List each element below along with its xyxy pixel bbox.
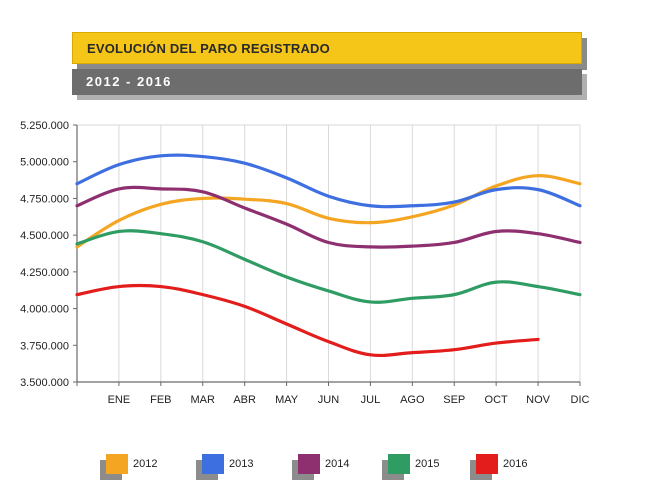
legend-label: 2012: [133, 458, 158, 470]
series-line-2014: [75, 185, 582, 249]
subtitle-bar: 2012 - 2016: [72, 69, 582, 95]
x-tick-label: MAY: [275, 394, 299, 406]
x-tick-label: JUL: [361, 394, 381, 406]
x-tick-labels: ENE FEB MAR ABR MAY JUN JUL AGO SEP OCT NOV DIC: [108, 394, 590, 406]
y-tick-label: 4.750.000: [20, 193, 69, 205]
chart-subtitle: 2012 - 2016: [86, 74, 172, 89]
y-tick-labels: 3.500.000 3.750.000 4.000.000 4.250.000 4.50…: [20, 120, 69, 389]
y-tick-label: 5.250.000: [20, 120, 69, 132]
x-tick-label: SEP: [443, 394, 465, 406]
legend-swatch: [476, 454, 498, 474]
line-chart: 3.500.000 3.750.000 4.000.000 4.250.000 4.50…: [20, 120, 590, 406]
x-tick-label: OCT: [485, 394, 509, 406]
legend: 2012 2013 2014 2015 2016: [100, 450, 560, 484]
legend-label: 2014: [325, 458, 350, 470]
grid-lines: [77, 124, 581, 382]
x-tick-label: FEB: [150, 394, 171, 406]
axes: [73, 124, 581, 386]
series-lines: [75, 153, 582, 358]
series-line-2012: [75, 174, 582, 249]
y-tick-label: 3.750.000: [20, 340, 69, 352]
y-tick-label: 4.000.000: [20, 304, 69, 316]
x-tick-label: NOV: [526, 394, 551, 406]
y-tick-label: 4.500.000: [20, 230, 69, 242]
series-line-2013: [75, 153, 582, 209]
x-tick-label: MAR: [191, 394, 216, 406]
x-tick-label: DIC: [571, 394, 590, 406]
series-line-2016: [75, 283, 540, 358]
legend-swatch: [298, 454, 320, 474]
legend-label: 2016: [503, 458, 528, 470]
legend-swatch: [106, 454, 128, 474]
y-tick-label: 3.500.000: [20, 377, 69, 389]
y-tick-label: 5.000.000: [20, 157, 69, 169]
chart-title: EVOLUCIÓN DEL PARO REGISTRADO: [87, 41, 330, 56]
y-tick-label: 4.250.000: [20, 267, 69, 279]
x-tick-label: JUN: [318, 394, 339, 406]
x-tick-label: AGO: [400, 394, 425, 406]
legend-label: 2013: [229, 458, 254, 470]
legend-swatch: [388, 454, 410, 474]
x-tick-label: ENE: [108, 394, 131, 406]
legend-swatch: [202, 454, 224, 474]
legend-label: 2015: [415, 458, 440, 470]
title-bar: EVOLUCIÓN DEL PARO REGISTRADO: [72, 32, 582, 64]
series-line-2015: [75, 229, 582, 304]
x-tick-label: ABR: [233, 394, 256, 406]
